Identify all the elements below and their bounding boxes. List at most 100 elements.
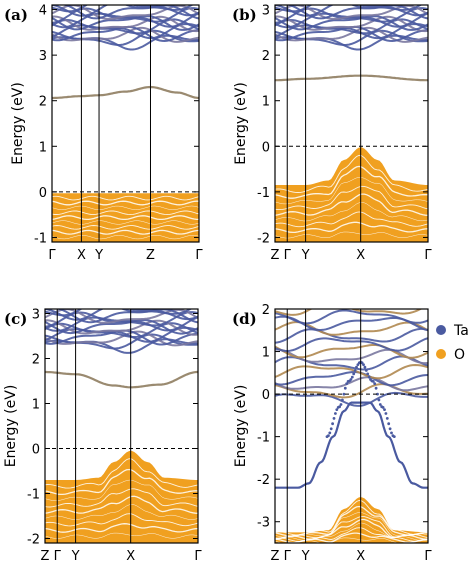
valence-band-line <box>45 513 198 527</box>
valence-band-line <box>275 165 428 199</box>
dotted-band-point <box>364 369 368 372</box>
valence-band-line <box>52 195 199 201</box>
kpoint-label: Γ <box>424 549 432 564</box>
plot-area <box>275 5 428 242</box>
y-tick-label: -1 <box>257 431 270 446</box>
conduction-band-line <box>275 391 428 407</box>
legend-label-o: O <box>454 347 465 363</box>
dotted-band-point <box>362 363 365 366</box>
legend-label-ta: Ta <box>453 323 469 339</box>
dotted-band-point <box>363 365 367 369</box>
conduction-band-line <box>275 309 423 316</box>
dotted-band-point <box>331 422 334 426</box>
conduction-band-line <box>45 330 198 347</box>
dotted-band-point <box>339 403 343 406</box>
panel-label: (b) <box>232 6 257 24</box>
dotted-band-point <box>329 427 333 431</box>
legend-marker-o <box>436 349 446 359</box>
y-axis-title: Energy (eV) <box>233 385 249 468</box>
panel-label: (a) <box>4 6 28 24</box>
kpoint-label: Γ <box>48 248 56 263</box>
valence-band-fill <box>275 147 428 242</box>
dotted-band-point <box>367 375 371 379</box>
kpoint-label: Γ <box>194 549 202 564</box>
y-tick-label: -1 <box>257 186 270 201</box>
dotted-band-point <box>327 434 330 438</box>
dotted-band-point <box>345 382 349 385</box>
valence-band-line <box>52 229 199 235</box>
plot-frame <box>44 308 199 544</box>
plot-frame <box>274 4 429 243</box>
kpoint-label: X <box>356 248 365 263</box>
dotted-band-point <box>338 405 341 409</box>
valence-band-line <box>52 220 199 225</box>
y-tick-label: 1 <box>262 95 270 110</box>
dotted-band-point <box>349 378 353 381</box>
kpoint-label: X <box>126 549 135 564</box>
conduction-band-line <box>52 15 199 31</box>
y-axis-title: Energy (eV) <box>3 385 19 468</box>
kpoint-label: Y <box>301 248 310 263</box>
highlight-band <box>275 401 428 489</box>
valence-band-line <box>275 518 428 541</box>
dotted-band-point <box>374 386 378 390</box>
kpoint-label: Γ <box>54 549 62 564</box>
valence-band-line <box>275 202 428 222</box>
valence-band-line <box>45 468 198 496</box>
conduction-band-line <box>52 15 199 33</box>
dotted-band-point <box>353 369 357 372</box>
y-axis-title: Energy (eV) <box>10 82 26 165</box>
valence-band-line <box>275 532 428 543</box>
plot-frame <box>51 4 200 243</box>
valence-band-line <box>275 154 428 193</box>
dotted-band-point <box>350 375 354 379</box>
conduction-band-line <box>275 309 428 325</box>
dotted-band-point <box>328 431 332 435</box>
conduction-band-line <box>275 15 428 33</box>
dotted-band-point <box>390 431 393 435</box>
y-tick-label: 2 <box>262 49 270 64</box>
dotted-band-point <box>381 406 385 409</box>
legend: Ta O <box>436 323 469 363</box>
valence-band-line <box>52 215 199 221</box>
valence-band-line <box>52 235 199 240</box>
panel-label: (c) <box>4 310 27 328</box>
conduction-band-line <box>275 363 428 380</box>
conduction-band-line <box>45 318 198 335</box>
kpoint-label: Γ <box>284 549 292 564</box>
valence-band-fill <box>45 450 198 543</box>
dotted-band-point <box>388 427 392 431</box>
dotted-band-point <box>376 392 379 396</box>
conduction-band-line <box>275 15 428 31</box>
kpoint-label: X <box>356 549 365 564</box>
conduction-band-line <box>275 376 428 392</box>
plot-area <box>45 309 198 543</box>
conduction-band-line <box>52 5 199 17</box>
y-tick-label: 4 <box>39 4 47 19</box>
dotted-band-point <box>383 408 386 411</box>
valence-band-line <box>275 221 428 234</box>
dotted-band-point <box>387 422 391 426</box>
conduction-band-line <box>275 5 423 13</box>
conduction-band-line <box>275 26 428 43</box>
kpoint-label: Γ <box>424 248 432 263</box>
highlight-band <box>52 85 199 100</box>
dotted-band-point <box>342 392 346 396</box>
valence-band-line <box>52 200 199 206</box>
conduction-band-line <box>275 370 428 387</box>
conduction-band-line <box>275 5 428 17</box>
conduction-band-line <box>275 348 428 365</box>
kpoint-label: Γ <box>195 248 203 263</box>
valence-band-line <box>45 532 198 539</box>
valence-band-line <box>275 522 428 541</box>
valence-band-line <box>275 185 428 211</box>
dotted-band-point <box>392 435 396 438</box>
dotted-band-point <box>377 398 381 402</box>
kpoint-label: Z <box>271 549 280 564</box>
kpoint-label: Z <box>271 248 280 263</box>
highlight-band <box>45 370 198 389</box>
dotted-band-point <box>371 380 375 383</box>
valence-band-line <box>275 231 428 239</box>
